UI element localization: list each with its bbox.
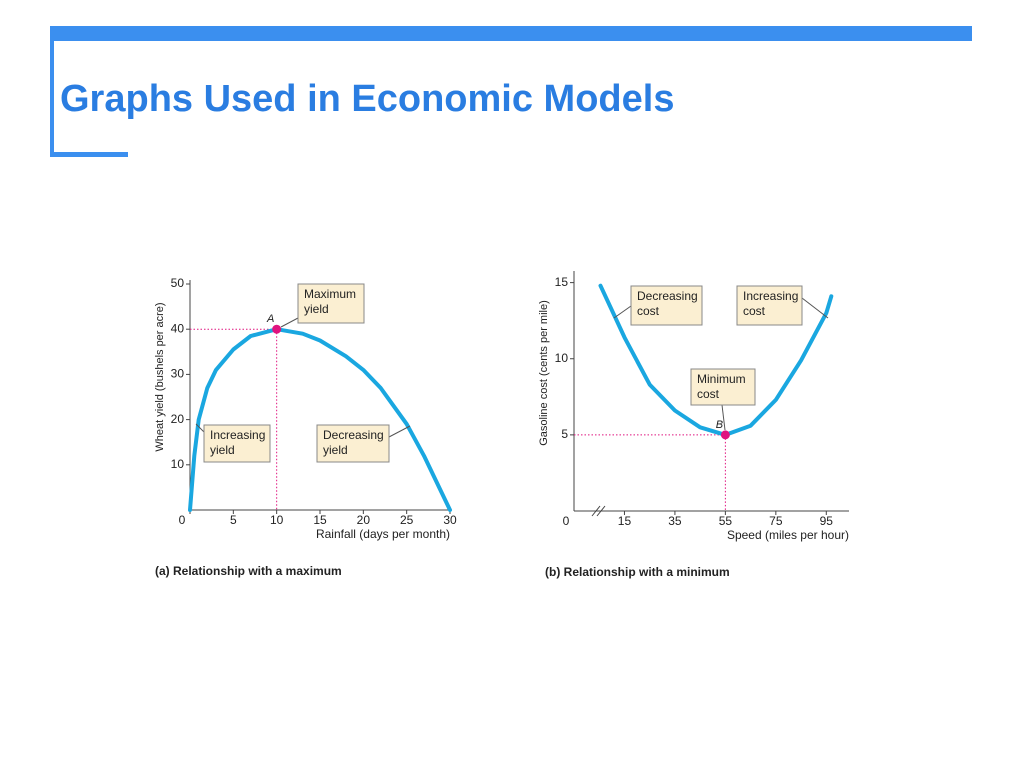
annotation-box bbox=[736, 285, 803, 326]
x-tick-label: 75 bbox=[769, 514, 783, 528]
leader-line bbox=[280, 317, 299, 328]
leader-line bbox=[195, 423, 205, 433]
point-label: A bbox=[266, 313, 274, 325]
chart-caption: (a) Relationship with a maximum bbox=[155, 564, 342, 578]
y-axis-label: Gasoline cost (cents per mile) bbox=[538, 300, 550, 446]
annotation-box bbox=[316, 424, 390, 463]
chart-caption: (b) Relationship with a minimum bbox=[545, 565, 730, 579]
x-tick-label: 0 bbox=[179, 513, 186, 527]
annotation-box bbox=[690, 368, 756, 406]
annotation-text: yield bbox=[304, 302, 329, 316]
y-axis-label: Wheat yield (bushels per acre) bbox=[154, 302, 166, 451]
x-axis-label: Rainfall (days per month) bbox=[316, 527, 450, 541]
annotation-text: Decreasing bbox=[323, 428, 384, 442]
leader-line bbox=[801, 297, 829, 319]
y-tick-label: 10 bbox=[171, 457, 185, 471]
x-tick-label: 35 bbox=[668, 514, 682, 528]
leader-line bbox=[388, 425, 411, 438]
y-tick-label: 20 bbox=[171, 412, 185, 426]
x-tick-label: 30 bbox=[443, 513, 457, 527]
curve bbox=[188, 327, 452, 512]
annotation-text: cost bbox=[743, 304, 766, 318]
header-rule bbox=[50, 26, 54, 157]
annotation-text: Maximum bbox=[304, 287, 356, 301]
y-tick-label: 50 bbox=[171, 276, 185, 290]
annotation-text: cost bbox=[697, 387, 720, 401]
leader-line bbox=[613, 305, 632, 319]
origin-label: 0 bbox=[563, 514, 570, 528]
annotation-box bbox=[203, 424, 271, 463]
annotation-text: yield bbox=[210, 443, 235, 457]
point-label: B bbox=[716, 419, 723, 431]
annotation-text: yield bbox=[323, 443, 348, 457]
axis-break bbox=[591, 505, 606, 517]
x-tick-label: 20 bbox=[357, 513, 371, 527]
leader-line bbox=[721, 404, 726, 431]
y-tick-label: 15 bbox=[555, 275, 569, 289]
x-axis-label: Speed (miles per hour) bbox=[727, 528, 849, 542]
annotation-box bbox=[630, 285, 703, 326]
x-tick-label: 10 bbox=[270, 513, 284, 527]
y-tick-label: 40 bbox=[171, 321, 185, 335]
annotation-text: Increasing bbox=[210, 428, 265, 442]
header-bar bbox=[50, 26, 972, 41]
x-tick-label: 15 bbox=[313, 513, 327, 527]
annotation-text: cost bbox=[637, 304, 660, 318]
annotation-text: Increasing bbox=[743, 289, 798, 303]
y-tick-label: 5 bbox=[561, 427, 568, 441]
x-tick-label: 25 bbox=[400, 513, 414, 527]
point bbox=[720, 430, 730, 440]
annotation-box bbox=[297, 283, 365, 324]
y-tick-label: 10 bbox=[555, 351, 569, 365]
x-tick-label: 55 bbox=[719, 514, 733, 528]
y-tick-label: 30 bbox=[171, 367, 185, 381]
x-tick-label: 95 bbox=[820, 514, 834, 528]
annotation-text: Minimum bbox=[697, 372, 746, 386]
slide-title: Graphs Used in Economic Models bbox=[60, 78, 674, 120]
header-foot bbox=[50, 152, 128, 157]
x-tick-label: 5 bbox=[230, 513, 237, 527]
x-tick-label: 15 bbox=[618, 514, 632, 528]
point bbox=[272, 324, 282, 334]
annotation-text: Decreasing bbox=[637, 289, 698, 303]
